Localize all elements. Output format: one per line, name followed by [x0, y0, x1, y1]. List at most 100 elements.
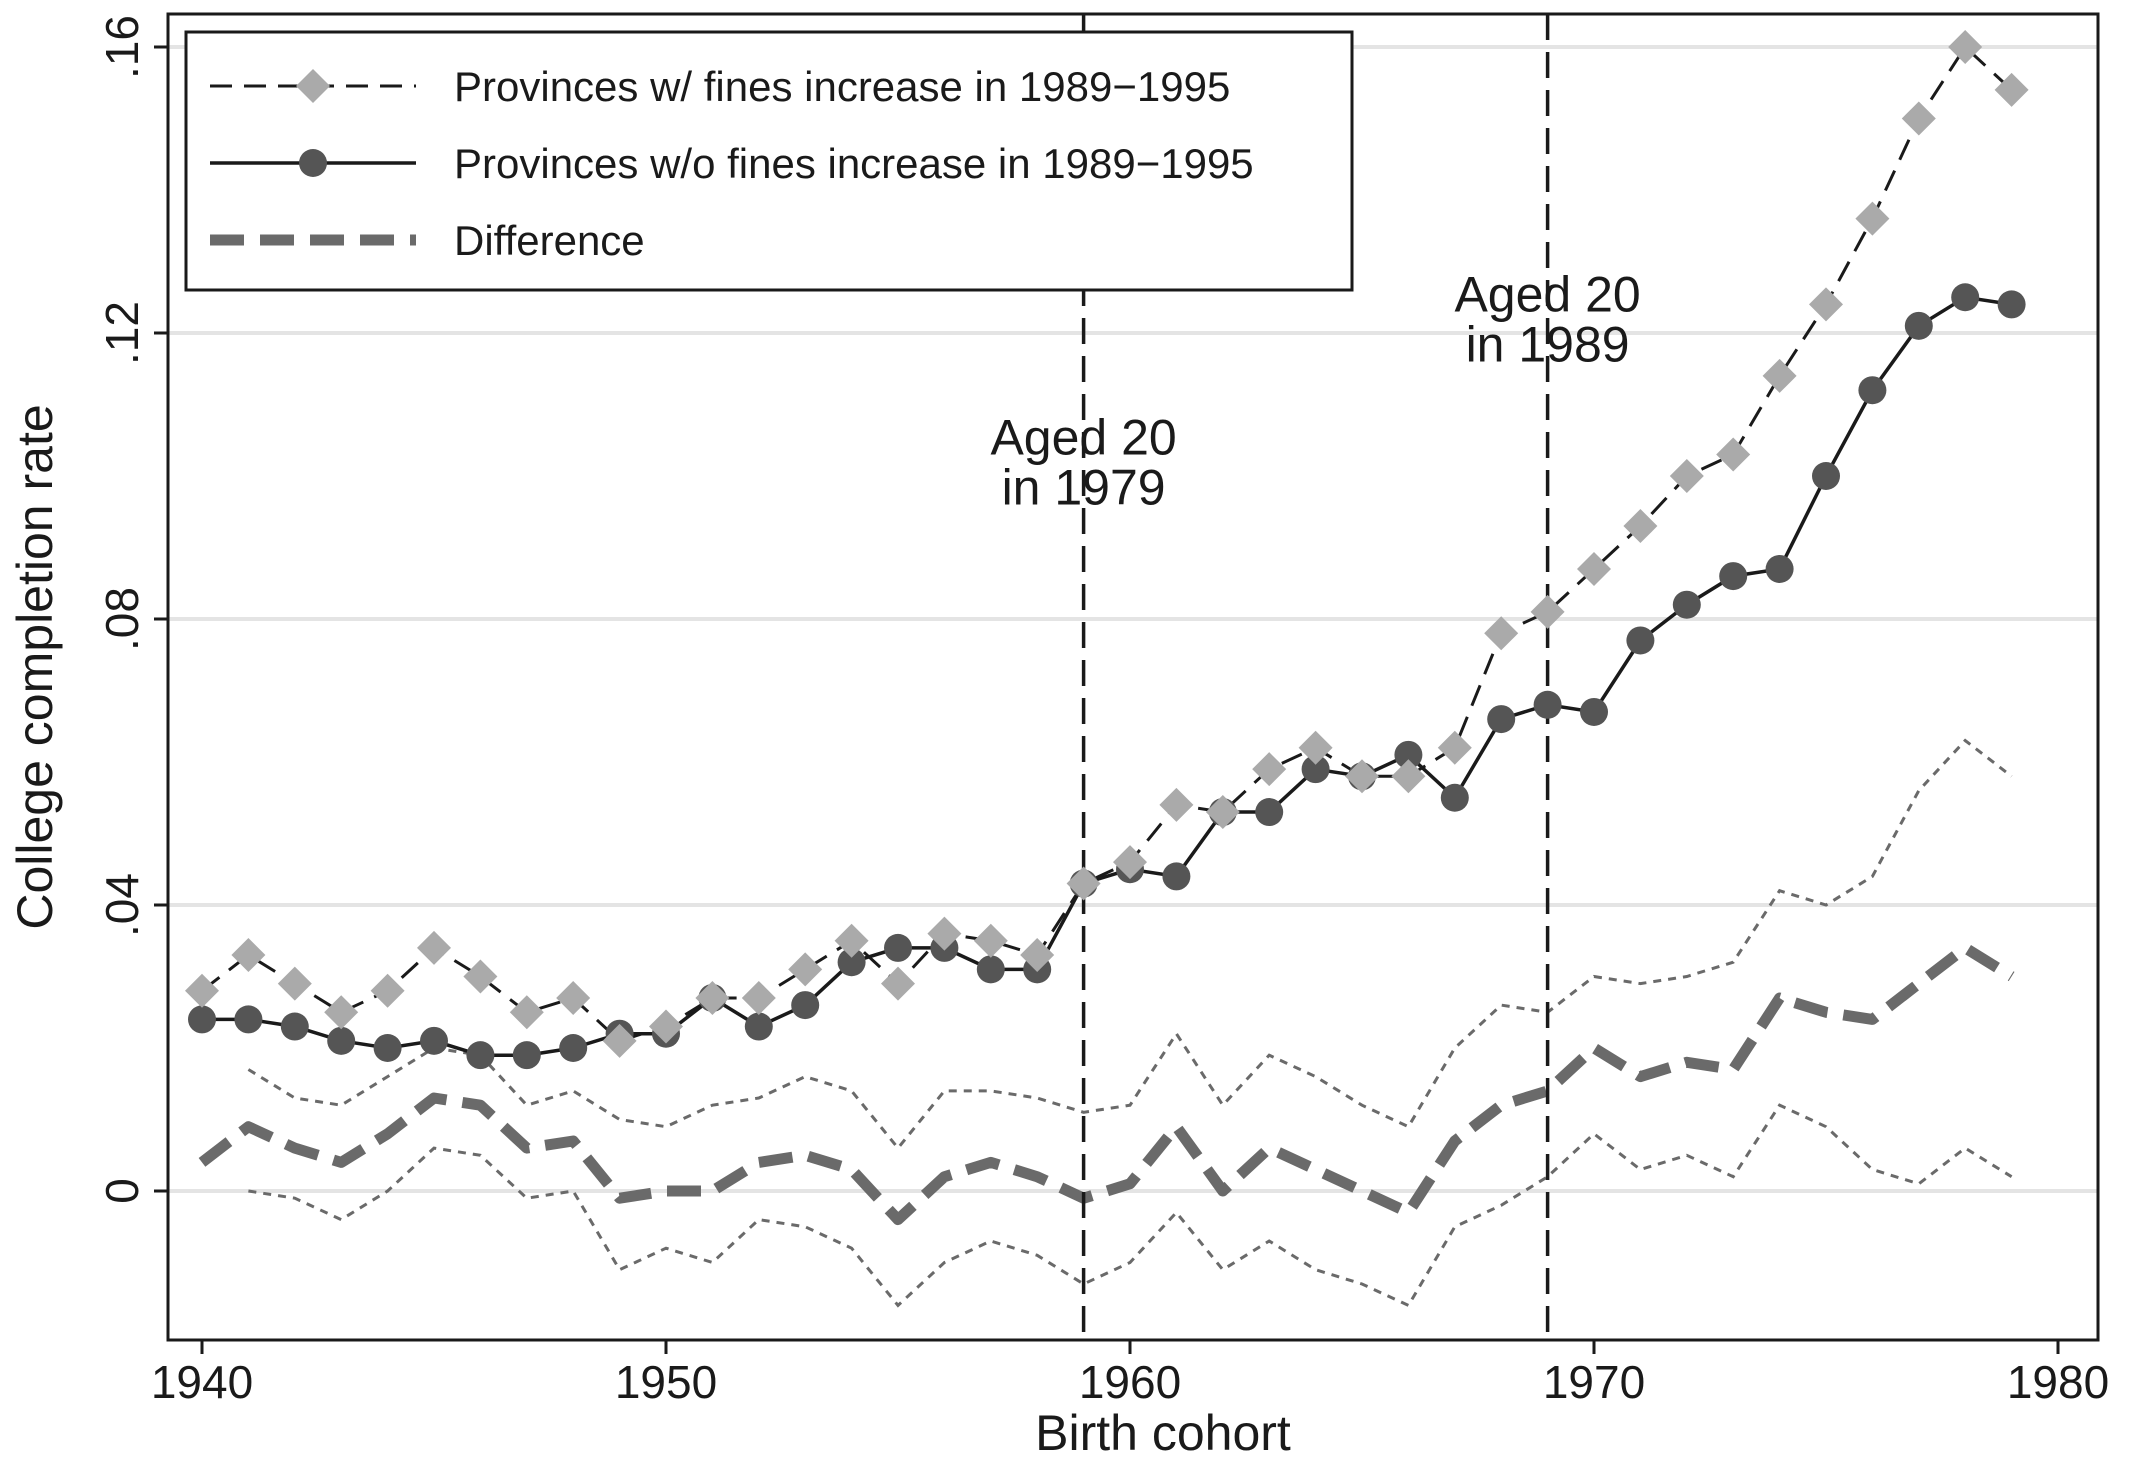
control-point-1977 [1904, 311, 1933, 340]
control-point-1955 [884, 933, 912, 962]
treated-point-1941 [231, 938, 266, 973]
control-point-1940 [188, 1005, 216, 1034]
treated-point-1958 [1020, 938, 1055, 973]
treated-point-1970 [1577, 551, 1611, 586]
ci-band-line-lower [248, 1103, 2013, 1308]
control-point-1964 [1301, 755, 1330, 784]
confidence-bands [247, 738, 2013, 1308]
legend-label: Difference [454, 217, 645, 264]
y-axis-title: College completion rate [7, 404, 63, 929]
x-tick-label-2: 1960 [1079, 1356, 1181, 1408]
control-point-1948 [559, 1034, 588, 1062]
legend-item-1: Provinces w/o fines increase in 1989−199… [210, 140, 1254, 187]
treated-point-1948 [556, 980, 591, 1015]
reference-lines [1081, 14, 1550, 1340]
treated-point-1962 [1205, 795, 1240, 830]
control-point-1961 [1162, 862, 1191, 891]
treated-point-1965 [1345, 759, 1379, 794]
treated-point-1969 [1530, 594, 1565, 629]
treated-point-1977 [1901, 101, 1936, 136]
treated-point-1949 [602, 1023, 637, 1058]
control-point-1966 [1394, 740, 1423, 769]
y-tick-label-2: .08 [96, 587, 148, 651]
control-point-1963 [1255, 798, 1284, 827]
control-point-1947 [512, 1041, 541, 1070]
treated-point-1973 [1716, 437, 1751, 472]
treated-point-1968 [1484, 616, 1519, 651]
legend-circle-marker [299, 149, 327, 177]
legend-item-0: Provinces w/ fines increase in 1989−1995 [210, 63, 1230, 110]
control-point-1942 [280, 1012, 309, 1041]
control-point-1969 [1533, 690, 1562, 719]
treated-point-1953 [788, 952, 823, 987]
treated-point-1971 [1623, 509, 1658, 544]
control-point-1974 [1765, 554, 1794, 583]
difference-series [198, 942, 2015, 1226]
treated-point-1946 [463, 959, 498, 994]
control-point-1975 [1812, 462, 1840, 490]
legend-label: Provinces w/ fines increase in 1989−1995 [454, 63, 1230, 110]
treated-point-1976 [1855, 201, 1890, 236]
y-tick-label-4: .16 [96, 15, 148, 79]
treated-point-1979 [1994, 72, 2029, 107]
treated-point-1954 [834, 923, 869, 958]
treated-point-1963 [1252, 752, 1287, 787]
gridlines [168, 45, 2098, 1193]
control-point-1946 [466, 1041, 495, 1070]
data-series [185, 30, 2029, 1070]
annotation-line1-1969: Aged 20 [1454, 267, 1640, 323]
control-point-1976 [1858, 376, 1887, 405]
control-line [202, 295, 2012, 1057]
ci-band-line-upper [247, 738, 2013, 1151]
treated-point-1960 [1113, 845, 1147, 880]
legend-item-2: Difference [210, 217, 645, 264]
legend-label: Provinces w/o fines increase in 1989−199… [454, 140, 1254, 187]
y-tick-label-3: .12 [96, 301, 148, 365]
control-point-1954 [837, 948, 866, 977]
treated-point-1947 [509, 995, 544, 1030]
treated-point-1959 [1066, 866, 1101, 901]
treated-point-1961 [1159, 787, 1194, 822]
treated-point-1945 [417, 930, 451, 965]
axes: 1940 1950 1960 1970 1980 0 .04 .08 .12 .16 [96, 15, 2109, 1408]
treated-point-1955 [881, 966, 915, 1001]
treated-point-1942 [277, 966, 312, 1001]
control-point-1957 [976, 955, 1005, 984]
treated-point-1978 [1948, 30, 1983, 64]
control-point-1971 [1626, 626, 1655, 655]
control-point-1953 [791, 991, 820, 1020]
y-tick-label-0: 0 [96, 1178, 148, 1204]
annotation-line2-1969: in 1989 [1466, 317, 1630, 373]
treated-point-1974 [1762, 358, 1797, 393]
treated-point-1944 [370, 973, 405, 1008]
control-point-1973 [1719, 562, 1748, 591]
y-tick-label-1: .04 [96, 873, 148, 937]
legend: Provinces w/ fines increase in 1989−1995… [184, 30, 1354, 292]
treated-point-1956 [927, 916, 962, 951]
x-axis-title: Birth cohort [1035, 1405, 1291, 1461]
treated-point-1966 [1391, 759, 1426, 794]
control-point-1945 [420, 1026, 448, 1055]
control-point-1978 [1951, 283, 1980, 312]
annotation-line1-1959: Aged 20 [990, 410, 1176, 466]
difference-line [198, 942, 2015, 1226]
control-point-1943 [327, 1026, 356, 1055]
treated-point-1943 [324, 995, 359, 1030]
x-tick-label-0: 1940 [151, 1356, 253, 1408]
annotation-line2-1959: in 1979 [1002, 460, 1166, 516]
treated-point-1940 [185, 973, 219, 1008]
control-point-1972 [1672, 590, 1701, 619]
treated-point-1972 [1669, 459, 1704, 493]
legend-box [184, 30, 1354, 292]
x-tick-label-1: 1950 [615, 1356, 717, 1408]
x-tick-label-3: 1970 [1543, 1356, 1645, 1408]
treated-point-1967 [1437, 730, 1472, 765]
treated-line [201, 44, 2013, 1043]
control-point-1968 [1487, 705, 1516, 734]
treated-point-1952 [741, 980, 776, 1015]
control-point-1970 [1580, 697, 1608, 726]
treated-point-1950 [649, 1009, 683, 1044]
x-tick-label-4: 1980 [2007, 1356, 2109, 1408]
